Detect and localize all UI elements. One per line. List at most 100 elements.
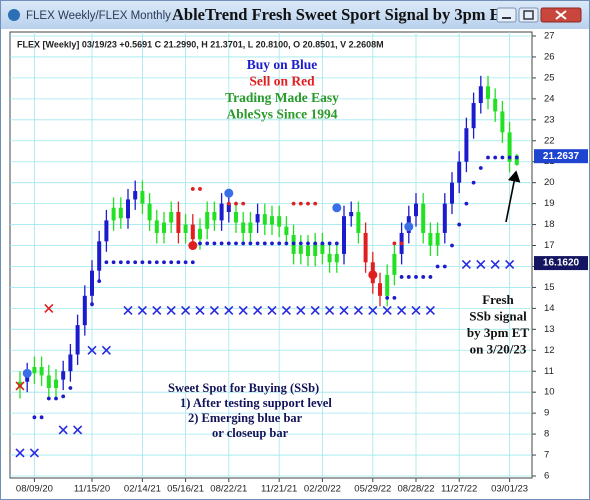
stop-dot — [471, 180, 476, 185]
x-tick-label: 03/01/23 — [491, 484, 528, 495]
bar-body — [61, 371, 66, 380]
bar-body — [385, 274, 390, 296]
stop-dot — [226, 241, 231, 246]
plot-frame — [9, 31, 533, 479]
cross-mark — [238, 305, 248, 316]
y-tick-label: 15 — [544, 282, 555, 293]
stop-dot — [385, 296, 390, 300]
cross-mark — [152, 305, 162, 316]
window-tab: FLEX Weekly/FLEX Monthly — [26, 10, 171, 22]
cross-mark — [281, 305, 291, 316]
cross-mark — [58, 425, 68, 435]
stop-dot — [54, 396, 58, 401]
bar-body — [298, 245, 303, 254]
cross-mark — [411, 305, 421, 316]
bar-body — [226, 203, 231, 212]
bar-body — [248, 222, 253, 233]
stop-dot — [514, 155, 519, 160]
stop-dot — [190, 187, 195, 191]
signal-dot — [22, 368, 32, 378]
y-tick-label: 9 — [544, 408, 549, 419]
stop-dot — [291, 241, 296, 246]
signal-dot — [224, 188, 234, 198]
cross-mark — [310, 305, 320, 316]
stop-dot — [291, 201, 296, 206]
x-tick-label: 11/27/22 — [441, 484, 477, 495]
bar-body — [234, 212, 238, 223]
cross-mark — [253, 305, 263, 316]
stop-dot — [248, 241, 253, 246]
stop-dot — [97, 279, 102, 284]
minimize-button[interactable] — [496, 7, 517, 23]
stop-dot — [507, 155, 512, 160]
cross-mark — [397, 305, 407, 316]
bar-body — [414, 203, 418, 217]
bar-body — [75, 325, 80, 355]
bar-body — [176, 212, 181, 233]
cross-mark — [476, 259, 486, 269]
cross-mark — [505, 259, 515, 269]
cross-mark — [44, 303, 54, 313]
y-tick-label: 11 — [544, 366, 554, 377]
y-tick-label: 13 — [544, 324, 555, 335]
bar-body — [277, 216, 282, 227]
bar-body — [190, 224, 195, 240]
cross-mark — [461, 259, 471, 269]
stop-dot — [126, 260, 130, 265]
maximize-button[interactable] — [518, 7, 539, 23]
x-tick-label: 11/21/21 — [261, 484, 297, 495]
stop-dot — [327, 241, 332, 246]
cross-mark — [490, 259, 500, 269]
stop-dot — [284, 241, 289, 246]
cross-mark — [123, 305, 133, 316]
bar-body — [471, 103, 476, 129]
cross-mark — [267, 305, 277, 316]
y-tick-label: 12 — [544, 345, 555, 356]
price-tag — [534, 149, 588, 164]
y-tick-label: 8 — [544, 429, 549, 440]
y-tick-label: 27 — [544, 31, 555, 42]
bar-body — [442, 203, 447, 233]
bar-body — [378, 283, 382, 296]
stop-dot — [298, 201, 303, 206]
bar-body — [349, 212, 354, 217]
bar-body — [428, 232, 433, 246]
bar-body — [457, 161, 462, 183]
y-tick-label: 20 — [544, 177, 555, 188]
sweet-spot-note: Sweet Spot for Buying (SSb) — [168, 381, 319, 395]
bar-body — [334, 253, 339, 263]
stop-dot — [262, 241, 267, 246]
bar-body — [320, 243, 325, 254]
x-tick-label: 02/14/21 — [124, 484, 161, 495]
bar-body — [54, 379, 58, 388]
y-tick-label: 18 — [544, 219, 555, 230]
bar-body — [97, 241, 102, 271]
stop-dot — [450, 243, 454, 248]
fresh-note: SSb signal — [469, 308, 527, 323]
annotation: Buy on Blue — [247, 57, 318, 72]
stop-dot — [75, 344, 80, 348]
stop-dot — [435, 264, 440, 269]
cross-mark — [325, 305, 335, 316]
stop-dot — [154, 260, 159, 265]
cross-mark — [166, 305, 176, 316]
sweet-spot-note: 2) Emerging blue bar — [188, 411, 303, 425]
stop-dot — [198, 187, 202, 191]
bar-body — [133, 191, 138, 200]
stop-dot — [234, 241, 238, 246]
stop-dot — [190, 260, 195, 265]
cross-mark — [87, 345, 97, 355]
cross-mark — [15, 448, 25, 458]
cross-mark — [368, 305, 378, 316]
bar-body — [205, 212, 210, 229]
bar-body — [104, 220, 109, 242]
bar-body — [111, 207, 116, 221]
stop-dot — [118, 260, 123, 265]
bar-body — [450, 182, 454, 204]
cross-mark — [353, 305, 363, 316]
price-tag-label: 16.1620 — [543, 258, 580, 269]
sweet-spot-note: 1) After testing support level — [180, 396, 332, 410]
stop-dot — [313, 201, 318, 206]
bar-body — [241, 222, 246, 233]
